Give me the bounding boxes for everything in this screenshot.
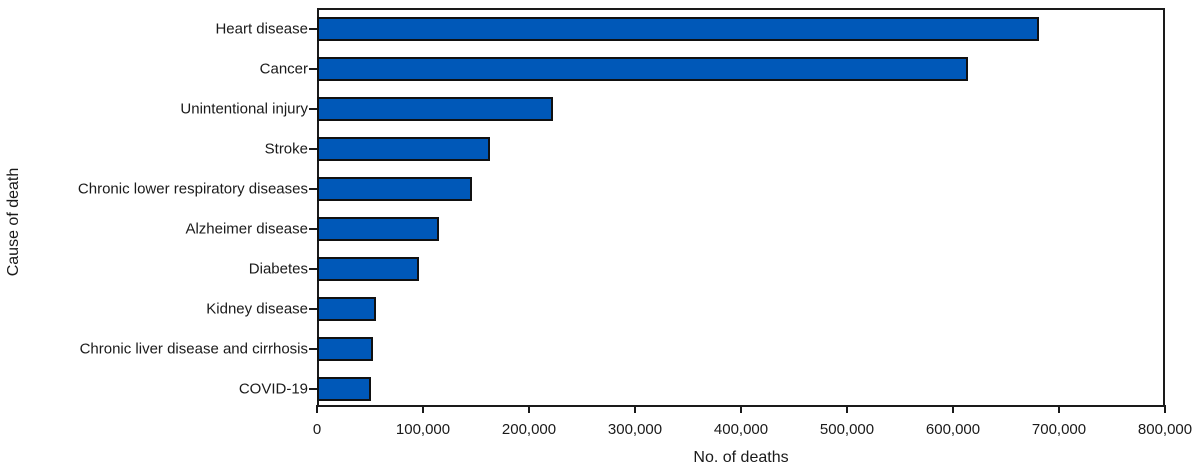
category-label: Diabetes: [248, 260, 308, 278]
category-label: Heart disease: [215, 20, 308, 38]
bar: [317, 337, 373, 361]
category-label: Chronic lower respiratory diseases: [77, 180, 308, 198]
y-tick: [309, 348, 317, 350]
x-tick-label: 400,000: [713, 421, 769, 438]
x-tick-label: 0: [312, 421, 322, 438]
y-tick: [309, 28, 317, 30]
category-label: Unintentional injury: [180, 100, 308, 118]
x-tick: [740, 405, 742, 413]
bar: [317, 257, 419, 281]
bar: [317, 57, 968, 81]
bar: [317, 177, 472, 201]
y-tick: [309, 68, 317, 70]
x-tick: [1164, 405, 1166, 413]
y-tick: [309, 228, 317, 230]
x-tick: [422, 405, 424, 413]
y-axis-label: Cause of death: [2, 168, 26, 277]
x-tick: [846, 405, 848, 413]
y-axis-label-text: Cause of death: [5, 167, 22, 277]
category-label: COVID-19: [238, 380, 308, 398]
category-label: Stroke: [264, 140, 308, 158]
x-tick: [316, 405, 318, 413]
bar: [317, 377, 371, 401]
x-axis-label: No. of deaths: [693, 449, 789, 466]
bar: [317, 217, 439, 241]
x-tick-label: 300,000: [607, 421, 663, 438]
y-tick: [309, 188, 317, 190]
y-tick: [309, 308, 317, 310]
bar: [317, 17, 1039, 41]
bar: [317, 137, 490, 161]
bar: [317, 297, 376, 321]
x-tick: [528, 405, 530, 413]
x-tick: [1058, 405, 1060, 413]
bar: [317, 97, 553, 121]
category-label: Alzheimer disease: [185, 220, 308, 238]
y-tick: [309, 148, 317, 150]
x-tick: [634, 405, 636, 413]
x-tick-label: 700,000: [1031, 421, 1087, 438]
x-tick-label: 600,000: [925, 421, 981, 438]
x-tick-label: 200,000: [501, 421, 557, 438]
category-label: Chronic liver disease and cirrhosis: [79, 340, 308, 358]
x-tick-label: 100,000: [395, 421, 451, 438]
y-tick: [309, 388, 317, 390]
category-label: Cancer: [259, 60, 308, 78]
y-tick: [309, 108, 317, 110]
x-tick-label: 500,000: [819, 421, 875, 438]
y-tick: [309, 268, 317, 270]
category-label: Kidney disease: [206, 300, 308, 318]
x-tick-label: 800,000: [1137, 421, 1193, 438]
x-tick: [952, 405, 954, 413]
